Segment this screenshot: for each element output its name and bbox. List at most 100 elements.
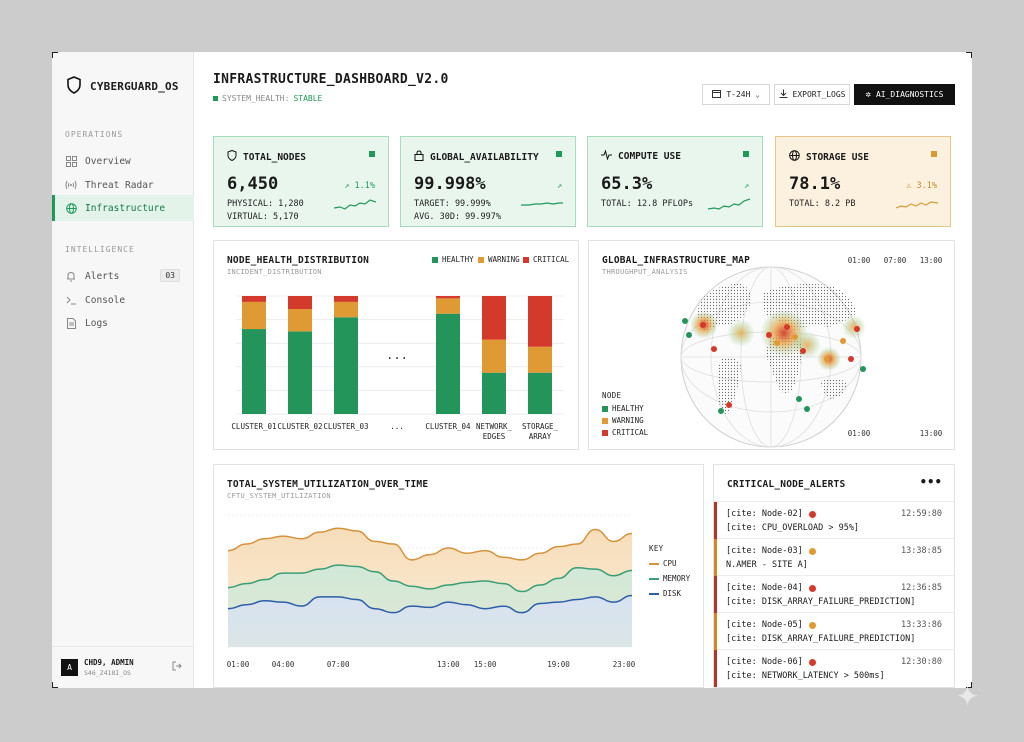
series-line-cpu[interactable] bbox=[227, 527, 633, 561]
bar-warning[interactable] bbox=[288, 308, 312, 332]
severity-dot bbox=[808, 621, 816, 629]
kpi-title: COMPUTE USE bbox=[618, 151, 681, 162]
pulse-icon bbox=[601, 149, 612, 163]
alert-node: [cite: Node-06] bbox=[726, 657, 803, 667]
sparkle-icon: ✲ bbox=[865, 89, 871, 100]
time-range-select[interactable]: T-24H ⌄ bbox=[702, 84, 770, 105]
kpi-delta: ↗ 1.1% bbox=[344, 181, 375, 191]
world-globe-map[interactable] bbox=[589, 241, 956, 451]
legend-swatch bbox=[523, 256, 529, 263]
alert-row[interactable]: [cite: Node-06] [cite: NETWORK_LATENCY >… bbox=[714, 650, 954, 687]
bar-critical[interactable] bbox=[436, 296, 460, 299]
bar-healthy[interactable] bbox=[436, 313, 460, 414]
kpi-card-total-nodes[interactable]: TOTAL_NODES 6,450 ↗ 1.1% PHYSICAL: 1,280… bbox=[213, 136, 389, 227]
legend-item-critical: CRITICAL bbox=[523, 255, 569, 264]
legend-item-healthy: HEALTHY bbox=[432, 255, 474, 264]
alert-node: [cite: Node-02] bbox=[726, 509, 803, 519]
x-tick-label: 07:00 bbox=[327, 660, 350, 669]
x-tick-label: 23:00 bbox=[613, 660, 636, 669]
bar-healthy[interactable] bbox=[528, 372, 552, 414]
time-range-label: T-24H bbox=[726, 90, 751, 99]
alert-message: [cite: CPU_OVERLOAD > 95%] bbox=[726, 523, 860, 533]
x-tick-label: CLUSTER_04 bbox=[425, 422, 471, 431]
sidebar-item-threat-radar[interactable]: Threat Radar bbox=[52, 172, 194, 198]
kpi-card-global-availability[interactable]: GLOBAL_AVAILABILITY 99.998% ↗ TARGET: 99… bbox=[400, 136, 576, 227]
panel-subtitle: CFTU_SYSTEM_UTILIZATION bbox=[227, 492, 331, 500]
sparkline bbox=[708, 198, 750, 210]
globe-icon bbox=[789, 150, 800, 164]
more-options-icon[interactable]: ••• bbox=[919, 475, 942, 489]
ai-diagnostics-button[interactable]: ✲ AI_DIAGNOSTICS bbox=[854, 84, 955, 105]
bar-healthy[interactable] bbox=[334, 317, 358, 414]
sidebar-item-overview[interactable]: Overview bbox=[52, 148, 194, 174]
severity-dot bbox=[808, 510, 816, 518]
x-tick-label: EDGES bbox=[483, 432, 506, 441]
sparkline bbox=[334, 199, 376, 210]
alert-node: [cite: Node-03] bbox=[726, 546, 803, 556]
alert-row[interactable]: [cite: Node-05] [cite: DISK_ARRAY_FAILUR… bbox=[714, 613, 954, 650]
user-id: S46_Z418I_OS bbox=[84, 669, 131, 677]
sidebar-item-label: Infrastructure bbox=[85, 202, 166, 214]
divider bbox=[714, 501, 954, 502]
legend-swatch bbox=[649, 577, 659, 580]
legend-label: MEMORY bbox=[663, 574, 691, 583]
x-tick-label: ... bbox=[390, 422, 404, 431]
bar-critical[interactable] bbox=[334, 296, 358, 302]
bar-warning[interactable] bbox=[242, 301, 266, 330]
kpi-sub: AVG. 30D: 99.997% bbox=[414, 212, 501, 222]
sidebar-item-console[interactable]: Console bbox=[52, 287, 194, 313]
bar-warning[interactable] bbox=[528, 346, 552, 373]
bar-critical[interactable] bbox=[288, 296, 312, 309]
x-tick-label: CLUSTER_03 bbox=[323, 422, 368, 431]
series-line-disk[interactable] bbox=[227, 594, 633, 614]
alert-row[interactable]: [cite: Node-04] [cite: DISK_ARRAY_FAILUR… bbox=[714, 576, 954, 613]
alerts-count-badge: 03 bbox=[160, 269, 180, 282]
terminal-icon bbox=[65, 294, 77, 306]
shield-icon bbox=[227, 149, 237, 164]
map-time-label: 01:00 bbox=[847, 429, 871, 438]
bar-critical[interactable] bbox=[242, 296, 266, 302]
x-tick-label: 15:00 bbox=[474, 660, 497, 669]
kpi-sub: VIRTUAL: 5,170 bbox=[227, 212, 299, 222]
utilization-area-chart: 01:00 04:00 07:00 13:00 15:00 19:00 23:00 bbox=[227, 514, 636, 669]
bar-critical[interactable] bbox=[528, 296, 552, 347]
kpi-delta: ↗ bbox=[743, 181, 749, 191]
alert-message: N.AMER - SITE A] bbox=[726, 560, 808, 570]
kpi-value: 6,450 bbox=[227, 174, 279, 194]
kpi-sub: PHYSICAL: 1,280 bbox=[227, 199, 304, 209]
bar-warning[interactable] bbox=[436, 298, 460, 314]
legend-item-healthy: HEALTHY bbox=[602, 404, 644, 413]
alert-time: 12:59:80 bbox=[901, 509, 942, 519]
panel-title: TOTAL_SYSTEM_UTILIZATION_OVER_TIME bbox=[227, 479, 429, 490]
globe-icon bbox=[65, 202, 77, 214]
bar-warning[interactable] bbox=[482, 339, 506, 373]
sidebar-item-infrastructure[interactable]: Infrastructure bbox=[52, 195, 194, 221]
x-tick-label: 13:00 bbox=[437, 660, 460, 669]
sidebar-item-alerts[interactable]: Alerts 03 bbox=[52, 263, 194, 289]
alert-row[interactable]: [cite: Node-02] [cite: CPU_OVERLOAD > 95… bbox=[714, 502, 954, 539]
logout-icon[interactable] bbox=[172, 661, 182, 674]
bar-healthy[interactable] bbox=[482, 372, 506, 414]
kpi-card-compute-use[interactable]: COMPUTE USE 65.3% ↗ TOTAL: 12.8 PFLOPs bbox=[587, 136, 763, 227]
kpi-card-storage-use[interactable]: STORAGE USE 78.1% ⚠ 3.1% TOTAL: 8.2 PB bbox=[775, 136, 951, 227]
user-profile[interactable]: A CHD9, ADMIN S46_Z418I_OS bbox=[52, 646, 194, 688]
map-time-label: 13:00 bbox=[919, 429, 943, 438]
bar-warning[interactable] bbox=[334, 301, 358, 318]
sidebar-item-logs[interactable]: Logs bbox=[52, 310, 194, 336]
chevron-down-icon: ⌄ bbox=[755, 90, 760, 99]
corner-bracket bbox=[966, 52, 972, 58]
bar-healthy[interactable] bbox=[242, 329, 266, 414]
x-tick-label: 01:00 bbox=[227, 660, 250, 669]
series-line-memory[interactable] bbox=[227, 564, 633, 593]
bar-healthy[interactable] bbox=[288, 331, 312, 414]
alert-time: 12:30:80 bbox=[901, 657, 942, 667]
export-logs-button[interactable]: EXPORT_LOGS bbox=[774, 84, 850, 105]
alert-message: [cite: NETWORK_LATENCY > 500ms] bbox=[726, 671, 885, 681]
radar-icon bbox=[65, 179, 77, 191]
bar-critical[interactable] bbox=[482, 296, 506, 340]
document-icon bbox=[65, 317, 77, 329]
legend-label: CRITICAL bbox=[612, 428, 649, 437]
sparkline bbox=[896, 201, 938, 209]
status-indicator bbox=[931, 151, 937, 157]
alert-row[interactable]: [cite: Node-03] N.AMER - SITE A] 13:38:8… bbox=[714, 539, 954, 576]
